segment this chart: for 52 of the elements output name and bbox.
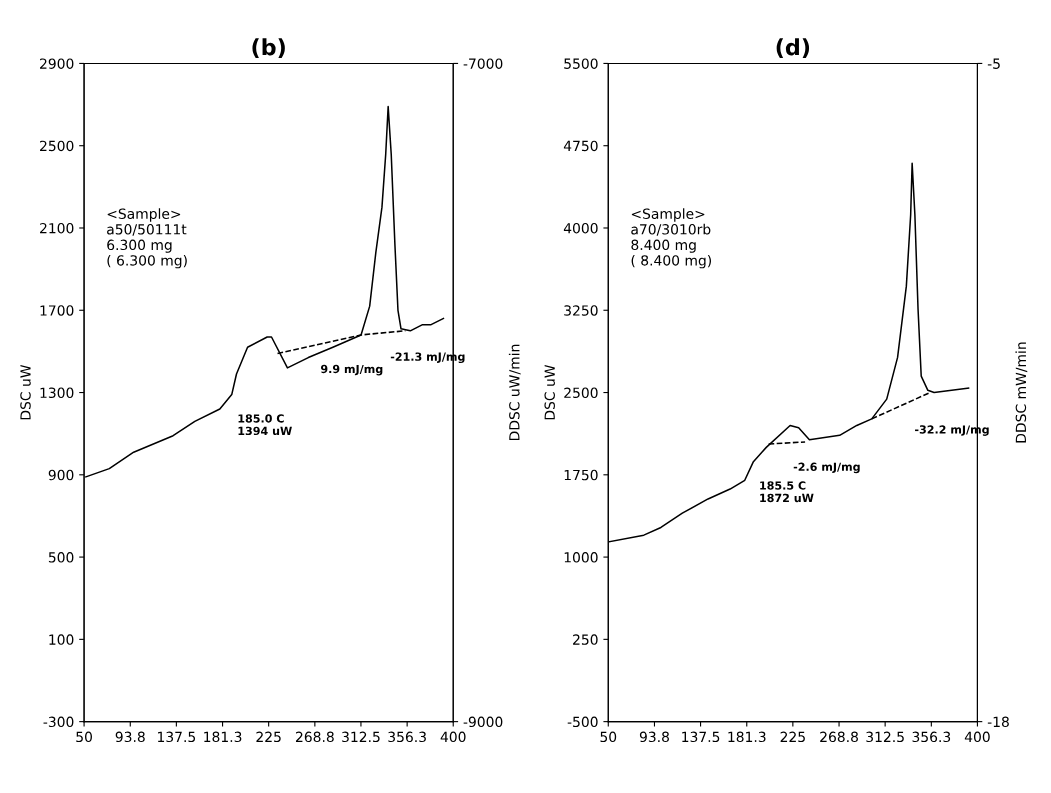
annotation: <Sample> a70/3010rb 8.400 mg ( 8.400 mg): [631, 208, 712, 269]
y-tick-label: 1750: [564, 469, 598, 481]
x-tick-label: 268.8: [295, 731, 334, 743]
y-tick-label: 2500: [40, 140, 74, 152]
x-tick-label: 400: [964, 731, 990, 743]
x-tick-label: 137.5: [158, 731, 196, 743]
y-tick-label: 4750: [563, 140, 598, 152]
annotation: -2.6 mJ/mg: [793, 462, 860, 474]
y-tick-label: 900: [48, 469, 74, 481]
x-tick-label: 356.3: [388, 731, 426, 743]
y2-tick-label: -18: [987, 716, 1009, 728]
chart-title: (d): [776, 38, 810, 59]
x-tick-label: 225: [256, 731, 281, 743]
x-tick-label: 312.5: [866, 731, 904, 743]
x-tick-label: 93.8: [639, 731, 669, 743]
annotation: 9.9 mJ/mg: [320, 364, 383, 376]
x-tick-label: 50: [600, 731, 617, 743]
x-tick-label: 181.3: [204, 731, 242, 743]
y2-tick-label: -5: [987, 58, 1000, 69]
y-tick-label: 2500: [564, 387, 598, 399]
annotation: <Sample> a50/50111t 6.300 mg ( 6.300 mg): [107, 208, 187, 269]
y-tick-label: 250: [573, 634, 598, 645]
y2-tick-label: -9000: [463, 716, 503, 728]
x-tick-label: 312.5: [342, 731, 380, 743]
y-tick-label: -500: [567, 716, 598, 728]
y-tick-label: -300: [43, 716, 74, 728]
annotation: 185.5 C 1872 uW: [760, 481, 814, 503]
y-tick-label: 1700: [40, 305, 74, 316]
x-tick-label: 50: [76, 731, 92, 743]
x-tick-label: 268.8: [820, 731, 858, 743]
y-tick-label: 1000: [564, 552, 598, 563]
x-tick-label: 400: [440, 731, 466, 743]
y-tick-label: 5500: [564, 58, 598, 69]
chart-title: (b): [252, 38, 285, 59]
y2-axis-title: DDSC mW/min: [1015, 342, 1028, 443]
y-tick-label: 4000: [563, 222, 598, 234]
x-tick-label: 93.8: [115, 731, 145, 743]
x-tick-label: 225: [780, 731, 805, 743]
annotation: 185.0 C 1394 uW: [238, 414, 292, 436]
x-tick-label: 181.3: [728, 731, 766, 743]
x-tick-label: 137.5: [682, 731, 720, 743]
y2-axis-title: DDSC uW/min: [508, 344, 521, 441]
y2-tick-label: -7000: [463, 58, 503, 69]
y-axis-title: DSC uW: [544, 364, 555, 420]
y-tick-label: 500: [48, 552, 74, 563]
y-axis-title: DSC uW: [20, 364, 31, 420]
y-tick-label: 2900: [40, 58, 74, 69]
y-tick-label: 2100: [40, 222, 74, 234]
y-tick-label: 1300: [40, 387, 74, 399]
y-tick-label: 3250: [564, 305, 598, 316]
x-tick-label: 356.3: [912, 731, 951, 743]
y-tick-label: 100: [49, 634, 74, 645]
